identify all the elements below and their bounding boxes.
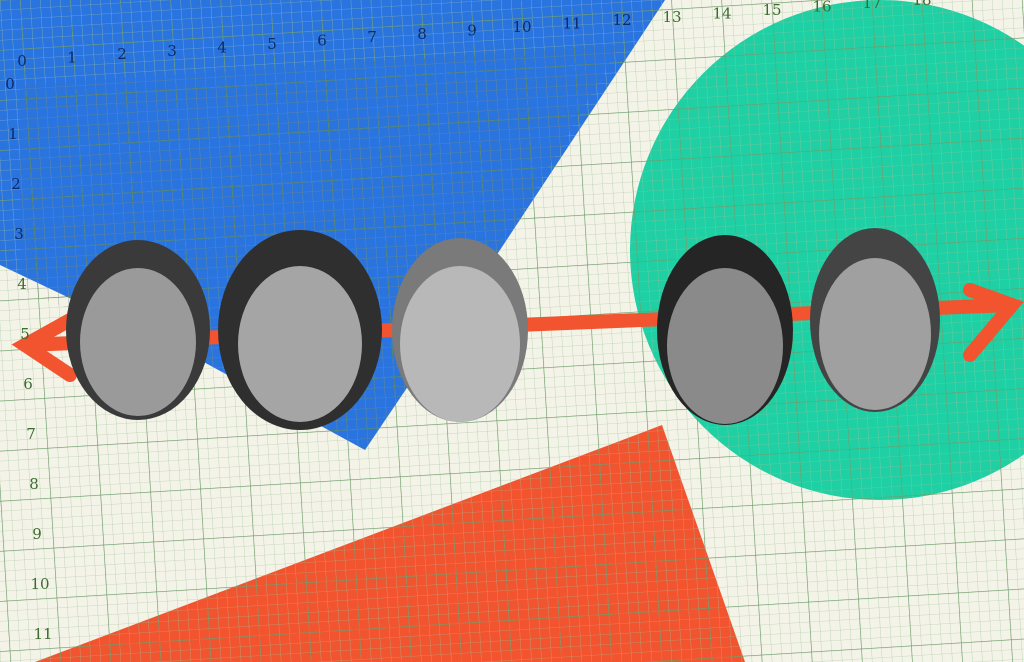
top-axis-label: 12 — [612, 11, 631, 29]
top-axis-label: 13 — [662, 8, 681, 26]
top-axis-label: 11 — [562, 15, 581, 33]
left-axis-label: 2 — [11, 175, 21, 193]
top-axis-label: 10 — [512, 18, 531, 36]
left-axis-label: 6 — [23, 375, 33, 393]
left-axis-label: 11 — [33, 625, 52, 643]
top-axis-label: 8 — [417, 25, 427, 43]
left-axis-label: 1 — [8, 125, 18, 143]
top-axis-label: 15 — [762, 1, 781, 19]
top-axis-label: 0 — [17, 52, 27, 70]
left-axis-label: 10 — [30, 575, 49, 593]
left-axis-label: 5 — [20, 325, 30, 343]
left-axis-label: 9 — [32, 525, 42, 543]
top-axis-label: 17 — [862, 0, 881, 12]
left-axis-label: 4 — [17, 275, 27, 293]
top-axis-label: 6 — [317, 32, 327, 50]
top-axis-label: 2 — [117, 45, 127, 63]
top-axis-label: 1 — [67, 49, 77, 67]
top-axis-label: 3 — [167, 42, 177, 60]
top-axis-label: 18 — [912, 0, 931, 9]
left-axis-label: 0 — [5, 75, 15, 93]
left-axis-label: 3 — [14, 225, 24, 243]
top-axis-label: 5 — [267, 35, 277, 53]
top-axis-label: 14 — [712, 4, 731, 22]
left-axis-label: 8 — [29, 475, 39, 493]
top-axis-label: 9 — [467, 21, 477, 39]
axis-labels: 0123456789101112131415161718012345678910… — [5, 0, 931, 643]
top-axis-label: 4 — [217, 38, 227, 56]
top-axis-label: 7 — [367, 28, 377, 46]
left-axis-label: 7 — [26, 425, 36, 443]
faces — [66, 228, 940, 430]
top-axis-label: 16 — [812, 0, 831, 16]
